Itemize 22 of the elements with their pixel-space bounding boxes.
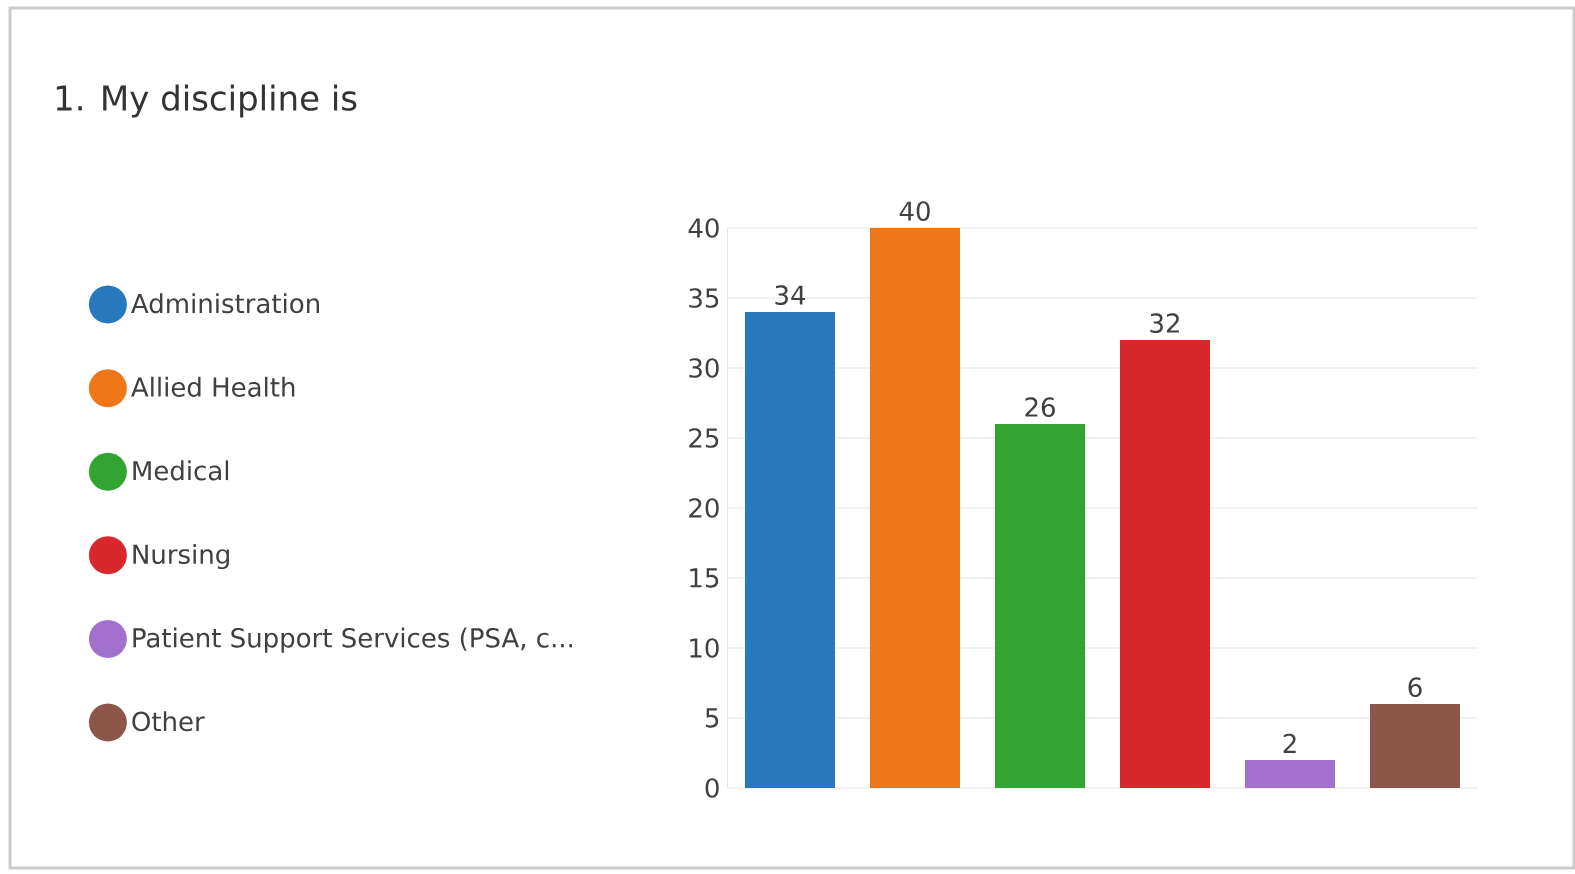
legend-label: Administration (131, 293, 319, 314)
y-tick-label: 25 (689, 428, 719, 448)
data-label: 26 (1025, 397, 1055, 417)
data-label: 34 (775, 285, 806, 305)
y-tick-label: 0 (705, 778, 719, 798)
legend-label: Allied Health (131, 376, 295, 397)
data-label: 2 (1283, 733, 1296, 753)
legend-label: Nursing (133, 543, 229, 570)
y-tick-label: 15 (690, 568, 719, 588)
y-tick-label: 40 (688, 218, 719, 238)
y-tick-label: 35 (689, 288, 719, 308)
y-tick-label: 20 (689, 498, 719, 518)
y-tick-label: 5 (705, 708, 719, 728)
data-label: 40 (899, 201, 930, 221)
y-tick-label: 30 (689, 358, 719, 378)
data-label: 6 (1408, 677, 1422, 697)
legend-label: Patient Support Services (PSA, c... (133, 627, 573, 653)
text: 1. My discipline is (56, 84, 357, 118)
legend-label: Other (132, 711, 205, 732)
y-tick-label: 10 (690, 638, 719, 658)
data-label: 32 (1150, 313, 1179, 333)
legend-label: Medical (133, 460, 229, 481)
